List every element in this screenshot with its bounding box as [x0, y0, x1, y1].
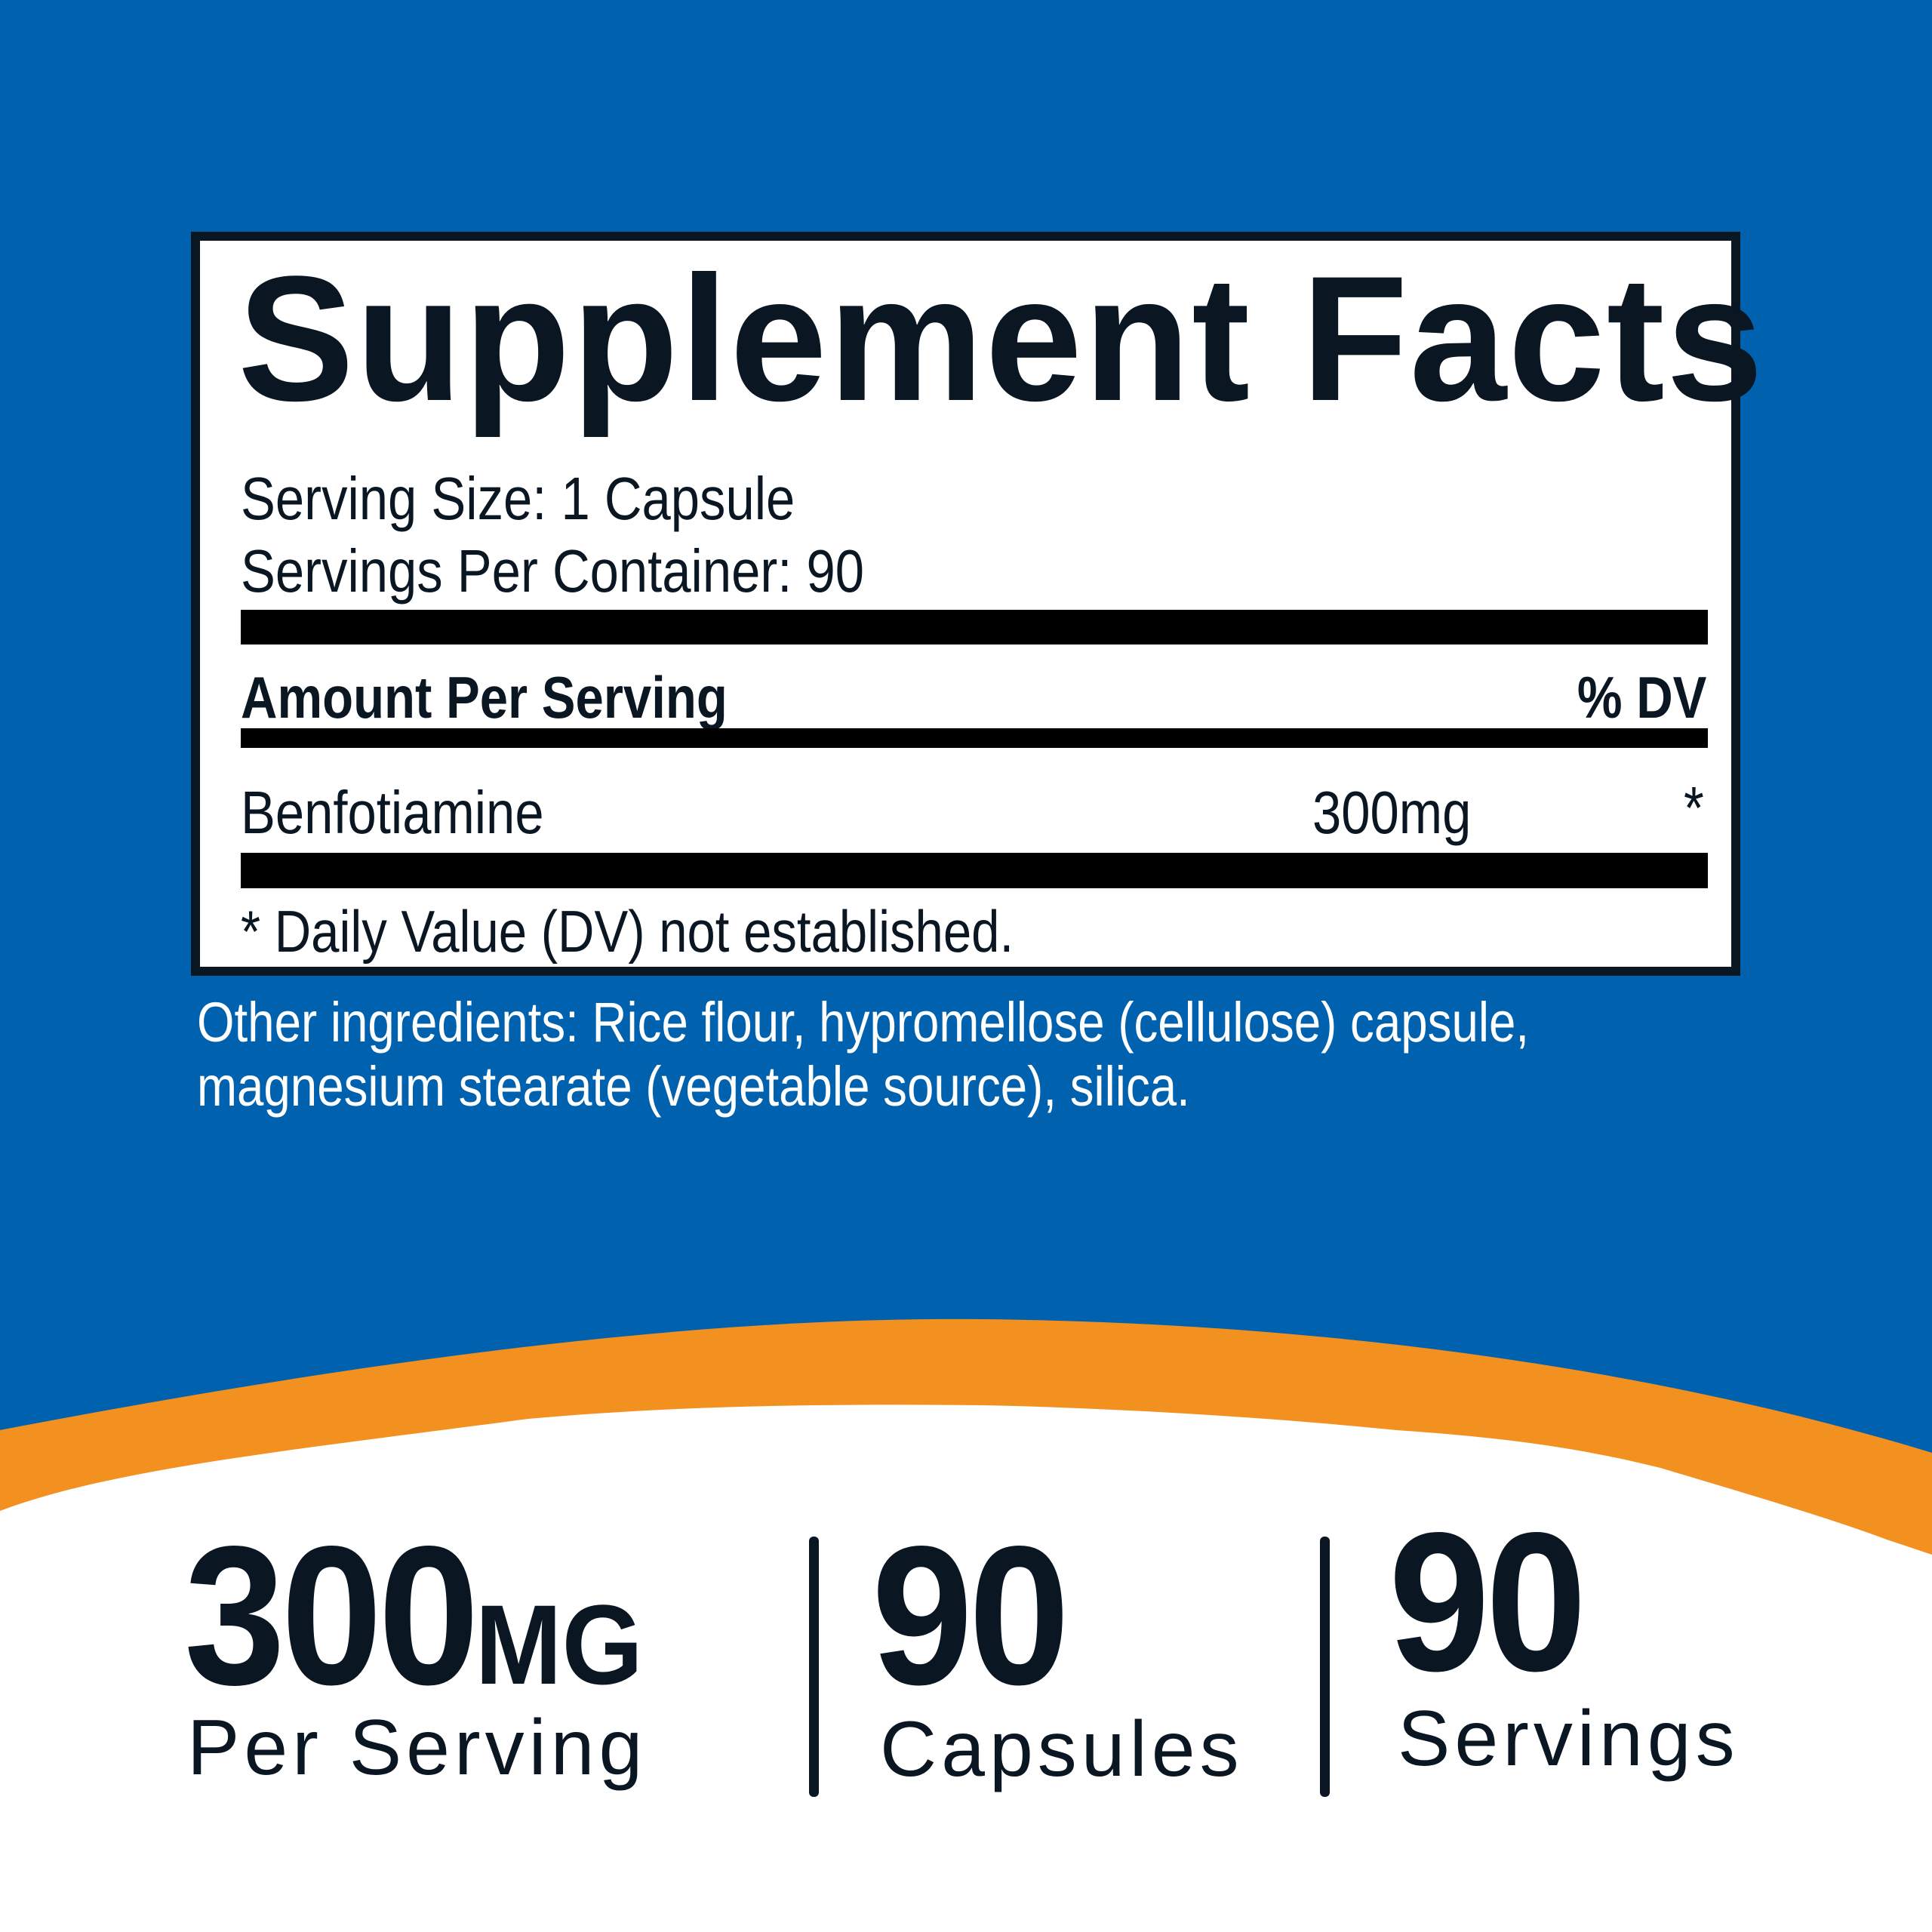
divider-bar [241, 728, 1708, 748]
highlight-value: 90 [872, 1505, 1070, 1726]
other-ingredients-line2: magnesium stearate (vegetable source), s… [197, 1055, 1190, 1118]
other-ingredients-line1: Other ingredients: Rice flour, hypromell… [197, 991, 1530, 1054]
facts-title: Supplement Facts [238, 239, 1765, 438]
white-area [0, 1404, 1932, 1932]
highlight-label: Servings [1398, 1695, 1740, 1783]
footnote: * Daily Value (DV) not established. [241, 898, 1014, 964]
dose-value: 300 [184, 1505, 479, 1726]
supplement-facts-panel: Supplement Facts Serving Size: 1 Capsule… [191, 232, 1763, 976]
serving-size: Serving Size: 1 Capsule [241, 465, 795, 532]
highlight-value: 300MG [184, 1517, 643, 1715]
vertical-divider [1320, 1537, 1330, 1797]
divider-bar [241, 610, 1708, 645]
highlight-label: Per Serving [187, 1704, 648, 1792]
highlight-value: 90 [1389, 1491, 1587, 1712]
header-dv: % DV [1577, 664, 1706, 731]
servings-per-container: Servings Per Container: 90 [241, 537, 865, 605]
ingredient-name: Benfotiamine [241, 779, 544, 846]
header-amount-per-serving: Amount Per Serving [241, 664, 728, 731]
ingredient-dv: * [1684, 774, 1704, 841]
divider-bar [241, 853, 1708, 888]
ingredient-amount: 300mg [1312, 779, 1472, 846]
highlight-label: Capsules [880, 1706, 1244, 1793]
dose-unit: MG [475, 1581, 643, 1708]
vertical-divider [809, 1537, 819, 1797]
